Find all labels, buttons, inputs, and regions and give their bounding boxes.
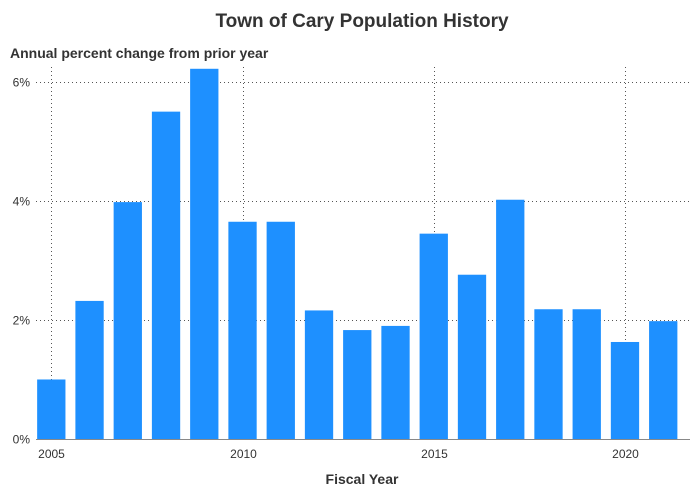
y-tick-label: 6% (13, 76, 31, 90)
x-tick-label: 2015 (421, 447, 448, 461)
bar-2018 (534, 309, 563, 439)
x-tick-label: 2010 (230, 447, 257, 461)
y-tick-label: 0% (13, 433, 31, 447)
bar-2014 (381, 325, 410, 439)
bar-2009 (190, 68, 219, 440)
bars (37, 68, 678, 440)
chart-subtitle: Annual percent change from prior year (10, 45, 269, 61)
bar-2015 (419, 233, 448, 439)
y-tick-label: 4% (13, 195, 31, 209)
x-axis-label: Fiscal Year (326, 471, 399, 487)
tick-labels: 0% 2% 4% 6% 2005 2010 2015 2020 (13, 76, 640, 462)
bar-2019 (572, 309, 601, 439)
bar-2008 (151, 111, 181, 439)
bar-2012 (304, 310, 334, 439)
x-tick-label: 2020 (612, 447, 639, 461)
bar-2007 (113, 202, 142, 439)
chart-title: Town of Cary Population History (215, 11, 509, 32)
bar-2011 (266, 221, 295, 439)
bar-2006 (75, 300, 104, 439)
bar-2005 (37, 379, 66, 439)
y-tick-label: 2% (13, 314, 31, 328)
bar-2017 (496, 199, 525, 439)
bar-2010 (228, 221, 257, 439)
bar-2021 (649, 321, 678, 439)
x-tick-label: 2005 (38, 447, 65, 461)
bar-2016 (457, 274, 487, 439)
bar-2013 (343, 330, 372, 439)
bar-2020 (610, 341, 640, 439)
